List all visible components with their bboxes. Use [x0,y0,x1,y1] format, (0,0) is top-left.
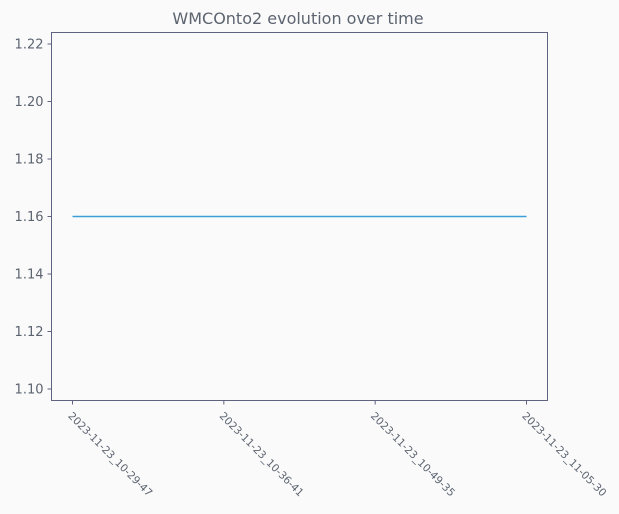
y-tick-label: 1.16 [15,210,44,225]
x-tick-label: 2023-11-23_10-49-35 [368,410,457,499]
y-axis: 1.10 1.12 1.14 1.16 1.18 1.20 1.22 [15,38,52,398]
y-tick-label: 1.12 [15,325,44,340]
y-tick-label: 1.18 [15,153,44,168]
x-tick-label: 2023-11-23_10-36-41 [217,410,306,499]
chart-title: WMCOnto2 evolution over time [172,9,423,28]
x-axis: 2023-11-23_10-29-47 2023-11-23_10-36-41 20… [65,400,608,499]
y-tick-label: 1.22 [15,38,44,53]
y-tick-label: 1.14 [15,268,44,283]
x-tick-label: 2023-11-23_11-05-30 [519,410,608,499]
x-tick-label: 2023-11-23_10-29-47 [65,410,154,499]
plot-area [51,32,548,401]
y-tick-label: 1.20 [15,95,44,110]
y-tick-label: 1.10 [15,383,44,398]
